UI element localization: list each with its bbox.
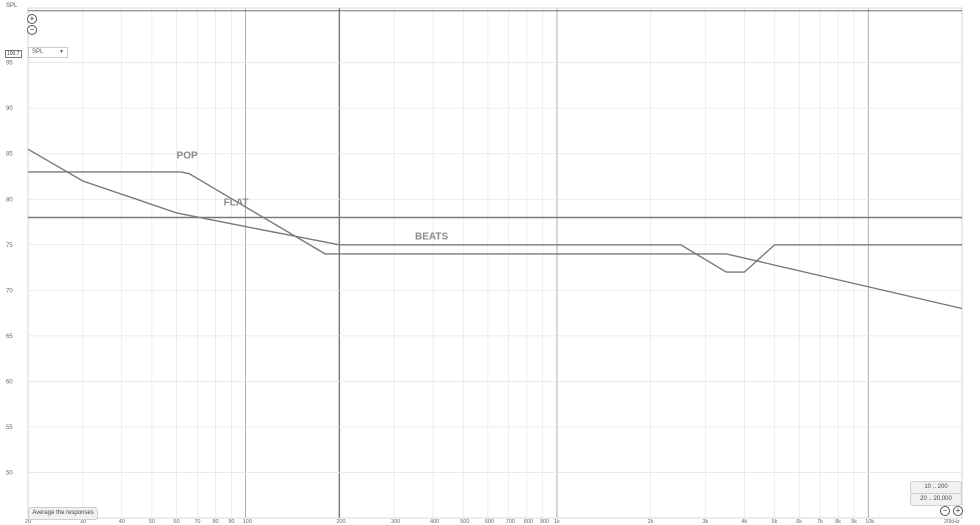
series-label-flat: FLAT: [224, 198, 249, 209]
x-tick-label: 100: [243, 519, 252, 525]
y-tick-label: 95: [6, 61, 13, 67]
x-tick-label: 4k: [741, 519, 747, 525]
x-tick-label: 70: [194, 519, 200, 525]
zoom-in-icon[interactable]: +: [27, 14, 37, 24]
x-tick-label: 9k: [851, 519, 857, 525]
x-tick-label: 30: [80, 519, 86, 525]
y-tick-label: 90: [6, 106, 13, 112]
x-tick-label: 6k: [796, 519, 802, 525]
range-20-20000-button[interactable]: 20 .. 20,000: [910, 493, 962, 506]
y-tick-label: 80: [6, 197, 13, 203]
x-tick-label: 500: [460, 519, 469, 525]
chart-grid: [27, 7, 963, 519]
x-tick-label: 700: [506, 519, 515, 525]
dropdown-selected: SPL: [32, 49, 44, 55]
x-tick-label: 20: [25, 519, 31, 525]
series-line-pop: [28, 171, 963, 310]
y-tick-label: 75: [6, 243, 13, 249]
x-tick-label: 40: [119, 519, 125, 525]
y-tick-label: 55: [6, 425, 13, 431]
x-tick-label: 3k: [702, 519, 708, 525]
x-tick-label: 800: [524, 519, 533, 525]
x-tick-label: 600: [485, 519, 494, 525]
x-tick-label: 60: [174, 519, 180, 525]
x-tick-label: 7k: [817, 519, 823, 525]
x-tick-label: 8k: [835, 519, 841, 525]
x-tick-label: 20kHz: [944, 519, 960, 525]
x-tick-label: 900: [540, 519, 549, 525]
y-axis-unit: SPL: [6, 3, 18, 9]
x-tick-label: 50: [149, 519, 155, 525]
x-tick-label: 2k: [648, 519, 654, 525]
x-tick-label: 90: [228, 519, 234, 525]
zoom-out-icon[interactable]: −: [940, 506, 950, 516]
y-tick-labels: 50 55 60 65 70 75 80 85 90 95: [6, 61, 13, 477]
series-label-pop: POP: [177, 150, 198, 161]
chart-series: [27, 148, 963, 310]
zoom-out-icon[interactable]: −: [27, 25, 37, 35]
y-tick-label: 50: [6, 470, 13, 476]
zoom-in-icon[interactable]: +: [953, 506, 963, 516]
x-tick-label: 400: [430, 519, 439, 525]
x-tick-label: 80: [212, 519, 218, 525]
series-label-beats: BEATS: [415, 231, 448, 242]
x-tick-label: 200: [336, 519, 345, 525]
y-tick-label: 70: [6, 288, 13, 294]
x-tick-label: 10k: [865, 519, 874, 525]
series-labels: FLAT POP BEATS: [177, 150, 449, 242]
chevron-down-icon: ▼: [59, 49, 64, 55]
y-tick-label: 60: [6, 379, 13, 385]
current-level-readout: 100.7: [5, 50, 22, 58]
series-line-beats: [27, 148, 962, 273]
plot-frame: [27, 7, 963, 519]
y-tick-label: 85: [6, 152, 13, 158]
x-tick-label: 5k: [772, 519, 778, 525]
average-responses-button[interactable]: Average the responses: [28, 507, 98, 520]
x-tick-label: 300: [391, 519, 400, 525]
y-tick-label: 65: [6, 334, 13, 340]
x-tick-labels: 20 30 40 50 60 70 80 90 100 200 300 400 500 600 700 800…: [25, 519, 960, 525]
x-tick-label: 1k: [554, 519, 560, 525]
measurement-dropdown[interactable]: SPL ▼: [28, 47, 68, 58]
